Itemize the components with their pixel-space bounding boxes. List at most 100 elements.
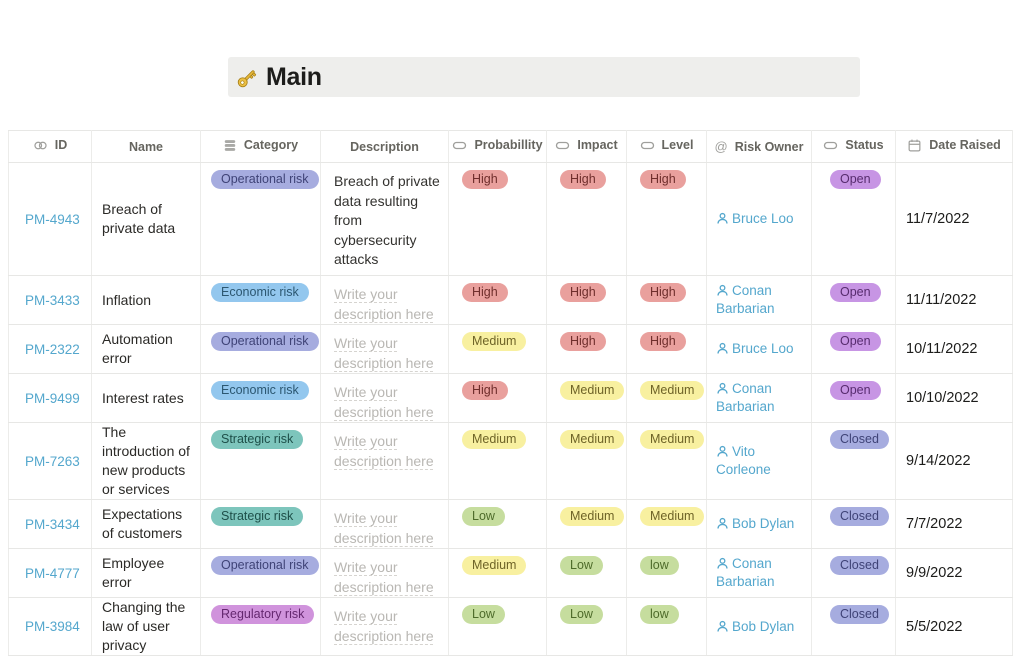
cell-status[interactable]: Closed xyxy=(811,548,896,598)
cell-description[interactable]: Write your description here xyxy=(320,597,449,656)
cell-status[interactable]: Open xyxy=(811,275,896,325)
cell-risk-owner[interactable]: Conan Barbarian xyxy=(706,275,812,325)
cell-category[interactable]: Economic risk xyxy=(200,373,321,423)
risk-owner-link[interactable]: Conan Barbarian xyxy=(716,556,775,589)
cell-description[interactable]: Write your description here xyxy=(320,373,449,423)
cell-id[interactable]: PM-7263 xyxy=(8,422,92,500)
cell-status[interactable]: Open xyxy=(811,324,896,374)
cell-id[interactable]: PM-2322 xyxy=(8,324,92,374)
cell-id[interactable]: PM-4943 xyxy=(8,162,92,276)
cell-status[interactable]: Open xyxy=(811,162,896,276)
cell-date-raised[interactable]: 11/11/2022 xyxy=(895,275,1013,325)
row-id-link[interactable]: PM-9499 xyxy=(25,390,80,406)
cell-risk-owner[interactable]: Conan Barbarian xyxy=(706,548,812,598)
cell-status[interactable]: Open xyxy=(811,373,896,423)
cell-impact[interactable]: Medium xyxy=(546,422,627,500)
cell-category[interactable]: Strategic risk xyxy=(200,499,321,549)
page-title[interactable]: Main xyxy=(266,62,322,91)
risk-owner-link[interactable]: Vito Corleone xyxy=(716,444,771,477)
cell-probability[interactable]: High xyxy=(448,162,547,276)
cell-status[interactable]: Closed xyxy=(811,499,896,549)
cell-name[interactable]: Breach of private data xyxy=(91,162,201,276)
column-header-date_raised[interactable]: Date Raised xyxy=(895,130,1013,163)
cell-date-raised[interactable]: 11/7/2022 xyxy=(895,162,1013,276)
cell-category[interactable]: Economic risk xyxy=(200,275,321,325)
cell-id[interactable]: PM-3984 xyxy=(8,597,92,656)
column-header-description[interactable]: Description xyxy=(320,130,449,163)
cell-date-raised[interactable]: 7/7/2022 xyxy=(895,499,1013,549)
column-header-category[interactable]: Category xyxy=(200,130,321,163)
cell-description[interactable]: Write your description here xyxy=(320,324,449,374)
cell-category[interactable]: Regulatory risk xyxy=(200,597,321,656)
cell-impact[interactable]: Medium xyxy=(546,373,627,423)
cell-status[interactable]: Closed xyxy=(811,597,896,656)
row-id-link[interactable]: PM-2322 xyxy=(25,341,80,357)
cell-risk-owner[interactable]: Bruce Loo xyxy=(706,162,812,276)
cell-description[interactable]: Write your description here xyxy=(320,275,449,325)
risk-owner-link[interactable]: Conan Barbarian xyxy=(716,283,775,316)
row-id-link[interactable]: PM-4943 xyxy=(25,211,80,227)
column-header-impact[interactable]: Impact xyxy=(546,130,627,163)
cell-date-raised[interactable]: 9/9/2022 xyxy=(895,548,1013,598)
cell-probability[interactable]: High xyxy=(448,373,547,423)
cell-level[interactable]: High xyxy=(626,324,707,374)
cell-impact[interactable]: Low xyxy=(546,548,627,598)
cell-impact[interactable]: High xyxy=(546,162,627,276)
column-header-probability[interactable]: Probabillity xyxy=(448,130,547,163)
cell-probability[interactable]: Medium xyxy=(448,422,547,500)
cell-date-raised[interactable]: 10/11/2022 xyxy=(895,324,1013,374)
cell-category[interactable]: Operational risk xyxy=(200,324,321,374)
cell-category[interactable]: Operational risk xyxy=(200,548,321,598)
cell-date-raised[interactable]: 9/14/2022 xyxy=(895,422,1013,500)
cell-impact[interactable]: High xyxy=(546,275,627,325)
cell-date-raised[interactable]: 10/10/2022 xyxy=(895,373,1013,423)
cell-level[interactable]: Medium xyxy=(626,373,707,423)
risk-owner-link[interactable]: Bruce Loo xyxy=(716,341,794,356)
cell-name[interactable]: The introduction of new products or serv… xyxy=(91,422,201,500)
key-icon[interactable] xyxy=(234,64,261,91)
cell-level[interactable]: low xyxy=(626,597,707,656)
cell-name[interactable]: Changing the law of user privacy xyxy=(91,597,201,656)
cell-probability[interactable]: High xyxy=(448,275,547,325)
column-header-level[interactable]: Level xyxy=(626,130,707,163)
cell-level[interactable]: Medium xyxy=(626,422,707,500)
risk-owner-link[interactable]: Bob Dylan xyxy=(716,619,794,634)
cell-description[interactable]: Write your description here xyxy=(320,548,449,598)
cell-name[interactable]: Automation error xyxy=(91,324,201,374)
cell-id[interactable]: PM-4777 xyxy=(8,548,92,598)
cell-level[interactable]: Medium xyxy=(626,499,707,549)
row-id-link[interactable]: PM-3433 xyxy=(25,292,80,308)
row-id-link[interactable]: PM-3984 xyxy=(25,619,80,634)
column-header-id[interactable]: ID xyxy=(8,130,92,163)
risk-owner-link[interactable]: Bruce Loo xyxy=(716,211,794,226)
cell-id[interactable]: PM-3433 xyxy=(8,275,92,325)
cell-risk-owner[interactable]: Conan Barbarian xyxy=(706,373,812,423)
cell-risk-owner[interactable]: Bruce Loo xyxy=(706,324,812,374)
cell-id[interactable]: PM-3434 xyxy=(8,499,92,549)
column-header-name[interactable]: Name xyxy=(91,130,201,163)
cell-name[interactable]: Expectations of customers xyxy=(91,499,201,549)
cell-category[interactable]: Operational risk xyxy=(200,162,321,276)
cell-probability[interactable]: Medium xyxy=(448,548,547,598)
column-header-risk_owner[interactable]: @ Risk Owner xyxy=(706,130,812,163)
cell-level[interactable]: High xyxy=(626,275,707,325)
row-id-link[interactable]: PM-3434 xyxy=(25,516,80,532)
cell-name[interactable]: Employee error xyxy=(91,548,201,598)
cell-status[interactable]: Closed xyxy=(811,422,896,500)
cell-description[interactable]: Write your description here xyxy=(320,422,449,500)
cell-category[interactable]: Strategic risk xyxy=(200,422,321,500)
cell-impact[interactable]: Medium xyxy=(546,499,627,549)
cell-id[interactable]: PM-9499 xyxy=(8,373,92,423)
risk-owner-link[interactable]: Bob Dylan xyxy=(716,516,794,531)
cell-probability[interactable]: Low xyxy=(448,499,547,549)
cell-description[interactable]: Write your description here xyxy=(320,499,449,549)
cell-risk-owner[interactable]: Bob Dylan xyxy=(706,597,812,656)
cell-level[interactable]: High xyxy=(626,162,707,276)
risk-owner-link[interactable]: Conan Barbarian xyxy=(716,381,775,414)
cell-level[interactable]: low xyxy=(626,548,707,598)
page-title-bar[interactable]: Main xyxy=(228,57,860,97)
cell-description[interactable]: Breach of private data resulting from cy… xyxy=(320,162,449,276)
cell-impact[interactable]: High xyxy=(546,324,627,374)
cell-probability[interactable]: Medium xyxy=(448,324,547,374)
cell-impact[interactable]: Low xyxy=(546,597,627,656)
